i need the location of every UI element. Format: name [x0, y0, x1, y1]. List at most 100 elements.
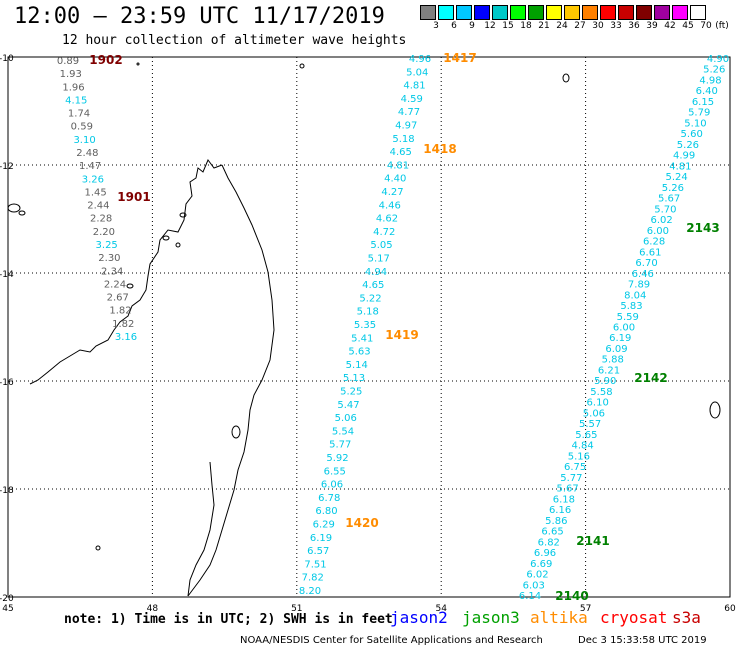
wave-height-value: 5.17 [368, 254, 390, 265]
wave-height-value: 3.26 [82, 174, 104, 185]
wave-height-value: 4.96 [409, 54, 431, 65]
wave-height-value: 5.18 [392, 134, 414, 145]
legend-swatch [528, 5, 544, 20]
island [231, 425, 241, 439]
wave-height-value: 2.67 [107, 293, 129, 304]
legend-label: 39 [646, 21, 658, 31]
wave-height-value: 6.57 [307, 546, 329, 557]
legend-label: 30 [592, 21, 604, 31]
pass-time-label: 2142 [634, 371, 667, 385]
lat-tick-label: -16 [0, 378, 14, 388]
wave-height-value: 5.59 [617, 312, 639, 323]
wave-height-value: 6.46 [632, 269, 654, 280]
madagascar-coastline [29, 159, 275, 597]
pass-time-label: 1419 [385, 328, 418, 342]
wave-height-value: 8.04 [624, 290, 646, 301]
pass-time-label: 2141 [576, 534, 609, 548]
wave-height-value: 5.35 [354, 320, 376, 331]
wave-height-value: 6.55 [324, 466, 346, 477]
wave-height-value: 6.15 [692, 97, 714, 108]
wave-height-value: 5.26 [677, 140, 699, 151]
legend-swatch [546, 5, 562, 20]
wave-height-value: 5.24 [666, 172, 688, 183]
credit-text: NOAA/NESDIS Center for Satellite Applica… [240, 635, 543, 646]
wave-height-value: 5.77 [560, 473, 582, 484]
wave-height-value: 6.14 [519, 591, 541, 602]
wave-height-value: 4.40 [384, 174, 406, 185]
legend-label: 70 [700, 21, 712, 31]
island [299, 63, 305, 69]
wave-height-value: 1.82 [112, 319, 134, 330]
wave-height-value: 6.06 [321, 480, 343, 491]
wave-height-value: 5.13 [343, 373, 365, 384]
island [562, 73, 570, 83]
page-subtitle: 12 hour collection of altimeter wave hei… [62, 33, 407, 48]
wave-height-value: 4.97 [395, 121, 417, 132]
wave-height-value: 5.92 [326, 453, 348, 464]
wave-height-value: 4.65 [362, 280, 384, 291]
island [136, 62, 140, 66]
legend-swatch [618, 5, 634, 20]
wave-height-value: 3.25 [96, 240, 118, 251]
legend-label: 36 [628, 21, 640, 31]
legend-label: 21 [538, 21, 550, 31]
wave-height-value: 6.75 [564, 462, 586, 473]
wave-height-value: 4.98 [699, 75, 721, 86]
wave-height-value: 6.19 [310, 533, 332, 544]
wave-height-value: 4.99 [673, 151, 695, 162]
wave-height-value: 4.84 [572, 441, 594, 452]
island [7, 203, 21, 213]
wave-height-value: 0.89 [57, 56, 79, 67]
wave-height-value: 5.41 [351, 333, 373, 344]
legend-swatch [438, 5, 454, 20]
wave-height-value: 1.74 [68, 109, 90, 120]
wave-height-value: 5.90 [594, 376, 616, 387]
wave-height-value: 5.67 [556, 484, 578, 495]
legend-label: 42 [664, 21, 676, 31]
lat-tick-label: -18 [0, 486, 14, 496]
legend-swatch [600, 5, 616, 20]
legend-label: 6 [451, 21, 457, 31]
legend-swatch [672, 5, 688, 20]
legend-swatch [654, 5, 670, 20]
lat-tick-label: -10 [0, 54, 14, 64]
island [175, 242, 181, 248]
island [95, 545, 101, 551]
wave-height-value: 5.60 [681, 129, 703, 140]
legend-label: 12 [484, 21, 496, 31]
wave-height-value: 1.93 [60, 69, 82, 80]
lon-tick-label: 51 [291, 604, 302, 614]
island [126, 283, 134, 289]
wave-height-value: 6.96 [534, 548, 556, 559]
wave-height-value: 4.94 [365, 267, 387, 278]
wave-height-value: 6.19 [609, 333, 631, 344]
lon-tick-label: 54 [435, 604, 447, 614]
legend-swatch [564, 5, 580, 20]
wave-height-value: 5.16 [568, 451, 590, 462]
lat-tick-label: -20 [0, 594, 14, 604]
wave-height-value: 4.15 [65, 95, 87, 106]
wave-height-value: 6.09 [605, 344, 627, 355]
wave-height-value: 6.65 [541, 527, 563, 538]
legend-label: 27 [574, 21, 586, 31]
lon-tick-label: 48 [147, 604, 159, 614]
satellite-cryosat: cryosat [600, 608, 668, 627]
lon-tick-label: 57 [580, 604, 591, 614]
wave-height-value: 5.79 [688, 108, 710, 119]
wave-height-value: 4.81 [387, 160, 409, 171]
wave-height-value: 6.70 [635, 258, 657, 269]
wave-height-value: 5.58 [590, 387, 612, 398]
wave-height-value: 1.47 [79, 161, 101, 172]
wave-height-value: 6.80 [315, 506, 337, 517]
legend-swatch [474, 5, 490, 20]
wave-height-value: 6.02 [650, 215, 672, 226]
wave-height-value: 6.28 [643, 237, 665, 248]
wave-height-value: 5.05 [370, 240, 392, 251]
pass-time-label: 2140 [555, 589, 588, 603]
wave-height-value: 5.47 [337, 400, 359, 411]
pass-time-label: 1420 [345, 516, 378, 530]
wave-height-value: 6.78 [318, 493, 340, 504]
wave-height-value: 6.02 [526, 570, 548, 581]
wave-height-value: 1.96 [62, 82, 84, 93]
